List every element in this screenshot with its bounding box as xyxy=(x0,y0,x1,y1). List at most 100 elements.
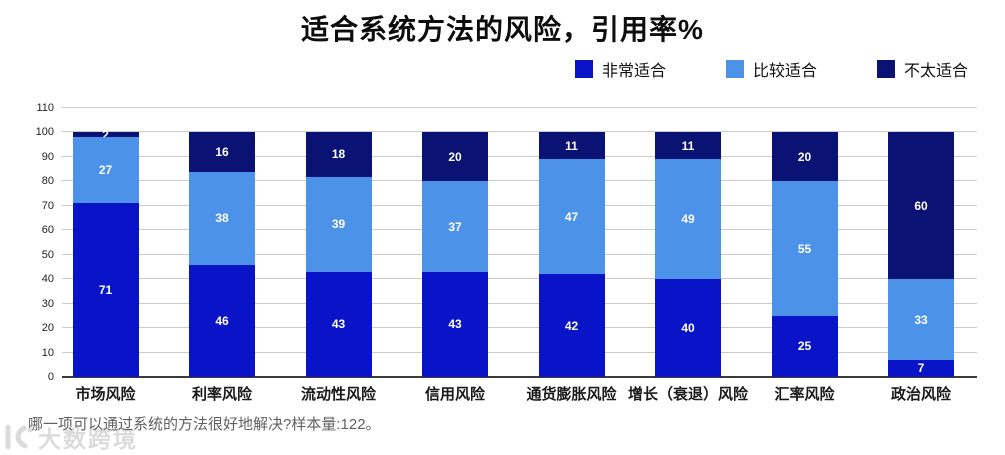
segment-value-label: 11 xyxy=(565,138,578,153)
segment-市场风险-比较适合: 27 xyxy=(72,137,139,204)
segment-通货膨胀风险-不太适合: 11 xyxy=(538,132,605,160)
legend-label: 比较适合 xyxy=(753,63,818,80)
segment-value-label: 16 xyxy=(215,145,229,160)
segment-value-label: 42 xyxy=(564,318,579,333)
segment-value-label: 43 xyxy=(331,317,346,332)
bar-汇率风险: 25 55 20 xyxy=(771,132,838,377)
segment-流动性风险-非常适合: 43 xyxy=(305,271,372,377)
segment-流动性风险-比较适合: 39 xyxy=(305,176,372,272)
segment-value-label: 46 xyxy=(215,313,229,328)
segment-通货膨胀风险-比较适合: 47 xyxy=(538,159,605,275)
segment-通货膨胀风险-非常适合: 42 xyxy=(538,274,605,377)
segment-value-label: 49 xyxy=(681,212,695,227)
y-tick-label-90: 90 xyxy=(41,150,54,163)
segment-value-label: 55 xyxy=(797,241,812,256)
segment-流动性风险-不太适合: 18 xyxy=(305,132,372,177)
x-axis-label-市场风险: 市场风险 xyxy=(75,386,136,403)
y-tick-label-20: 20 xyxy=(41,322,54,335)
segment-汇率风险-非常适合: 25 xyxy=(771,315,838,377)
x-axis-label-信用风险: 信用风险 xyxy=(424,386,485,403)
segment-value-label: 33 xyxy=(914,312,928,327)
segment-value-label: 38 xyxy=(215,211,229,226)
y-tick-label-40: 40 xyxy=(41,273,54,286)
y-tick-label-100: 100 xyxy=(35,126,54,139)
bar-信用风险: 43 37 20 xyxy=(422,132,488,377)
y-tick-label-50: 50 xyxy=(41,248,54,261)
segment-value-label: 47 xyxy=(564,209,579,224)
segment-汇率风险-不太适合: 20 xyxy=(771,132,838,182)
segment-value-label: 11 xyxy=(681,138,695,153)
y-tick-label-70: 70 xyxy=(41,199,54,212)
gridline-10 xyxy=(62,351,977,353)
gridline-40 xyxy=(62,278,977,280)
segment-value-label: 25 xyxy=(797,339,812,354)
watermark-logo-icon xyxy=(5,424,33,450)
segment-value-label: 43 xyxy=(448,317,462,332)
bar-政治风险: 7 33 60 xyxy=(888,132,954,377)
gridline-80 xyxy=(62,180,977,182)
x-axis-label-利率风险: 利率风险 xyxy=(191,386,252,403)
y-tick-label-30: 30 xyxy=(41,297,54,310)
y-tick-label-0: 0 xyxy=(47,371,54,383)
segment-政治风险-比较适合: 33 xyxy=(888,279,954,360)
segment-市场风险-非常适合: 71 xyxy=(72,203,139,377)
y-tick-label-80: 80 xyxy=(41,175,54,188)
segment-市场风险-不太适合: 2 xyxy=(72,129,139,141)
gridline-70 xyxy=(62,204,977,206)
gridline-110 xyxy=(62,107,977,108)
gridline-0 xyxy=(62,376,977,378)
legend-swatch-icon xyxy=(575,60,593,78)
segment-value-label: 18 xyxy=(331,147,346,162)
gridline-20 xyxy=(62,327,977,329)
segment-利率风险-非常适合: 46 xyxy=(189,264,255,377)
bar-利率风险: 46 38 16 xyxy=(189,132,255,377)
gridline-60 xyxy=(62,229,977,231)
segment-value-label: 7 xyxy=(917,361,925,376)
x-axis-label-流动性风险: 流动性风险 xyxy=(300,386,376,403)
legend-item-非常适合: 非常适合 xyxy=(575,57,666,81)
watermark: 大数跨境 xyxy=(4,420,138,454)
legend-swatch-icon xyxy=(877,60,896,78)
segment-value-label: 60 xyxy=(914,198,928,213)
segment-信用风险-比较适合: 37 xyxy=(422,181,488,272)
legend-item-不太适合: 不太适合 xyxy=(877,57,968,81)
bar-流动性风险: 43 39 18 xyxy=(305,132,372,377)
segment-利率风险-比较适合: 38 xyxy=(189,171,255,265)
y-tick-label-110: 110 xyxy=(36,102,54,114)
segment-汇率风险-比较适合: 55 xyxy=(771,181,838,316)
legend-item-比较适合: 比较适合 xyxy=(726,57,817,81)
y-tick-label-10: 10 xyxy=(41,346,54,359)
gridline-30 xyxy=(62,302,977,304)
segment-value-label: 27 xyxy=(98,163,113,178)
segment-增长（衰退）风险-不太适合: 11 xyxy=(655,132,721,160)
segment-value-label: 40 xyxy=(681,321,695,336)
x-axis-label-汇率风险: 汇率风险 xyxy=(774,386,835,403)
footnote: 哪一项可以通过系统的方法很好地解决?样本量:122。 xyxy=(28,416,381,433)
bar-通货膨胀风险: 42 47 11 xyxy=(538,132,605,377)
chart-title: 适合系统方法的风险，引用率% xyxy=(301,14,704,45)
segment-信用风险-非常适合: 43 xyxy=(422,271,488,377)
legend-label: 非常适合 xyxy=(602,63,667,80)
segment-增长（衰退）风险-比较适合: 49 xyxy=(655,159,721,280)
x-axis-label-政治风险: 政治风险 xyxy=(890,386,951,403)
segment-增长（衰退）风险-非常适合: 40 xyxy=(655,279,721,377)
segment-政治风险-不太适合: 60 xyxy=(888,132,954,280)
segment-value-label: 20 xyxy=(797,149,812,164)
segment-value-label: 39 xyxy=(331,217,346,232)
segment-value-label: 20 xyxy=(448,149,462,164)
gridline-90 xyxy=(62,155,977,157)
legend: 非常适合 比较适合 不太适合 xyxy=(575,57,968,81)
plot-area: 71 27 2 46 38 16 43 39 18 43 37 20 42 47 11 40 49 11 25 55 2… xyxy=(62,107,977,378)
segment-政治风险-非常适合: 7 xyxy=(888,359,954,377)
y-tick-label-60: 60 xyxy=(41,224,54,237)
gridline-50 xyxy=(62,253,977,255)
x-axis-label-增长（衰退）风险: 增长（衰退）风险 xyxy=(627,386,748,403)
segment-value-label: 37 xyxy=(448,219,462,234)
gridline-100 xyxy=(62,131,977,133)
legend-label: 不太适合 xyxy=(904,63,969,80)
watermark-text: 大数跨境 xyxy=(38,426,138,452)
x-axis-label-通货膨胀风险: 通货膨胀风险 xyxy=(526,386,617,403)
segment-信用风险-不太适合: 20 xyxy=(422,132,488,182)
segment-value-label: 2 xyxy=(102,127,109,142)
